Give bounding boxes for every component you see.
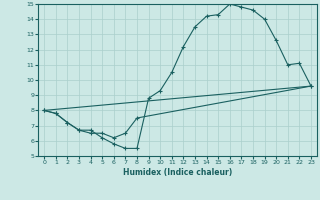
X-axis label: Humidex (Indice chaleur): Humidex (Indice chaleur) xyxy=(123,168,232,177)
